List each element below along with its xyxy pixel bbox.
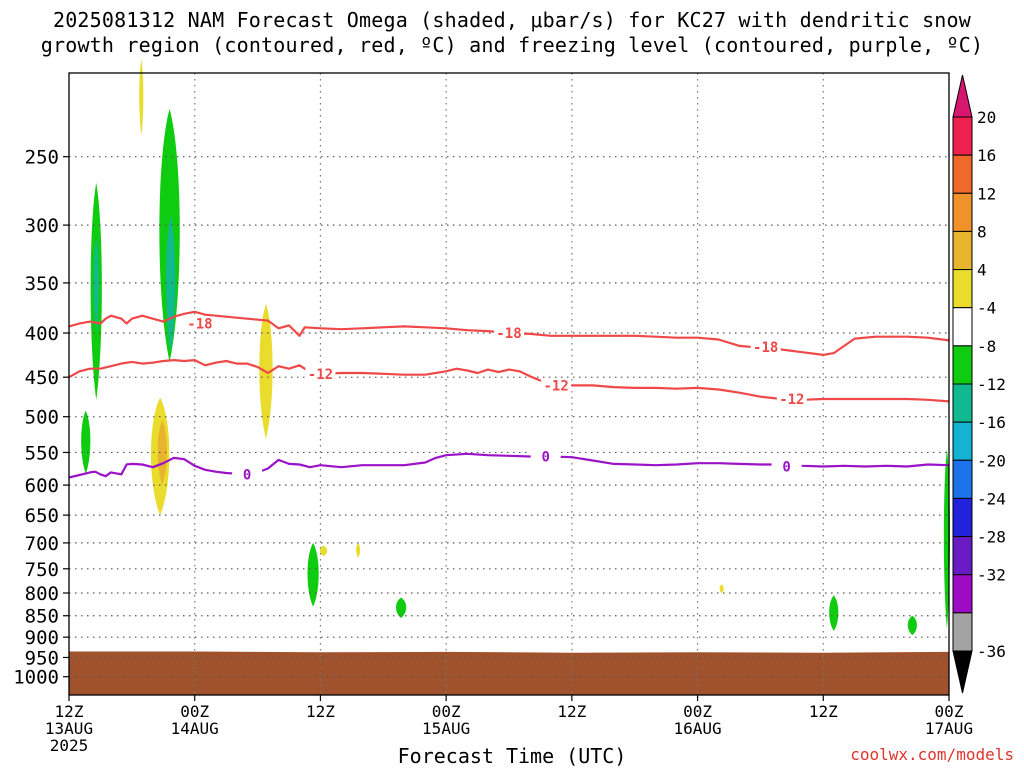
colorbar-label-6: -8: [977, 337, 996, 356]
y-tick-label-650: 650: [25, 505, 59, 527]
colorbar-label-9: -20: [977, 451, 1006, 470]
contour-label-0: 0: [541, 450, 549, 466]
x-tick-label-72-0: 12Z: [809, 702, 838, 721]
colorbar-label-5: -4: [977, 299, 996, 318]
y-tick-label-1000: 1000: [13, 667, 59, 689]
colorbar-swatch-13: [953, 613, 972, 651]
colorbar-swatch-2: [953, 193, 972, 231]
colorbar-swatch-12: [953, 575, 972, 613]
omega-region-10: [356, 543, 360, 558]
colorbar-label-4: 4: [977, 261, 987, 280]
x-tick-label-84-1: 17AUG: [925, 719, 973, 738]
contour-label--18: -18: [187, 317, 212, 333]
y-tick-label-800: 800: [25, 583, 59, 605]
omega-shading-layer: [81, 60, 950, 635]
y-tick-label-700: 700: [25, 533, 59, 555]
omega-region-2: [81, 411, 90, 474]
colorbar-label-0: 20: [977, 108, 996, 127]
y-tick-label-250: 250: [25, 147, 59, 169]
y-tick-label-600: 600: [25, 475, 59, 497]
contour-label-0: 0: [782, 460, 790, 476]
grid-layer: [69, 73, 949, 695]
contour-label-0: 0: [243, 467, 251, 483]
colorbar-swatch-6: [953, 346, 972, 384]
contour-line--12: [69, 360, 949, 401]
y-axis: 250 300 350 400 450 500 550 600 650 700 7508008509…: [13, 147, 69, 689]
colorbar-swatch-0: [953, 117, 972, 155]
x-tick-label-48-0: 12Z: [557, 702, 586, 721]
colorbar-bottom-arrow: [953, 651, 972, 693]
contour-label--18: -18: [496, 326, 521, 342]
colorbar-swatch-7: [953, 384, 972, 422]
colorbar-label-2: 12: [977, 184, 996, 203]
omega-region-15: [908, 616, 917, 635]
colorbar-label-3: 8: [977, 222, 987, 241]
y-tick-label-750: 750: [25, 559, 59, 581]
x-tick-label-24-0: 12Z: [306, 702, 335, 721]
colorbar: 20 16 12 8 4 -4 -8 -12 -16 -20 -24 -28 -32 -36: [953, 75, 1006, 693]
colorbar-swatch-9: [953, 460, 972, 498]
colorbar-swatch-8: [953, 422, 972, 460]
colorbar-label-11: -28: [977, 528, 1006, 547]
y-tick-label-850: 850: [25, 606, 59, 628]
colorbar-label-10: -24: [977, 489, 1006, 508]
y-tick-label-400: 400: [25, 323, 59, 345]
x-tick-label-60-1: 16AUG: [673, 719, 721, 738]
colorbar-swatch-5: [953, 308, 972, 346]
colorbar-swatch-11: [953, 537, 972, 575]
y-tick-label-450: 450: [25, 367, 59, 389]
plot-border: [69, 73, 949, 695]
y-tick-label-500: 500: [25, 407, 59, 429]
y-tick-label-350: 350: [25, 273, 59, 295]
colorbar-top-arrow: [953, 75, 972, 117]
omega-region-9: [320, 546, 327, 556]
contour-line-0: [69, 454, 949, 478]
omega-region-13: [720, 584, 724, 593]
x-tick-label-36-1: 15AUG: [422, 719, 470, 738]
y-tick-label-550: 550: [25, 442, 59, 464]
colorbar-label-8: -16: [977, 413, 1006, 432]
y-tick-label-900: 900: [25, 627, 59, 649]
contour-label--12: -12: [308, 367, 333, 383]
x-tick-label-12-1: 14AUG: [171, 719, 219, 738]
colorbar-swatch-1: [953, 155, 972, 193]
y-tick-label-300: 300: [25, 215, 59, 237]
omega-region-5: [139, 60, 143, 135]
omega-region-14: [829, 595, 838, 631]
colorbar-swatch-10: [953, 498, 972, 536]
colorbar-swatch-4: [953, 270, 972, 308]
colorbar-label-1: 16: [977, 146, 996, 165]
contour-label--18: -18: [753, 340, 778, 356]
colorbar-label-7: -12: [977, 375, 1006, 394]
colorbar-label-12: -32: [977, 566, 1006, 585]
omega-region-11: [307, 543, 318, 607]
colorbar-label-13: -36: [977, 642, 1006, 661]
colorbar-swatch-3: [953, 231, 972, 269]
contour-label--12: -12: [779, 392, 804, 408]
omega-region-12: [396, 598, 406, 618]
plot-frame: [69, 73, 949, 695]
contour-label--12: -12: [543, 378, 568, 394]
contour-layer: -18 -18 -18 -12 -12 -12 0 0 0: [69, 312, 949, 484]
watermark: coolwx.com/models: [850, 745, 1014, 764]
